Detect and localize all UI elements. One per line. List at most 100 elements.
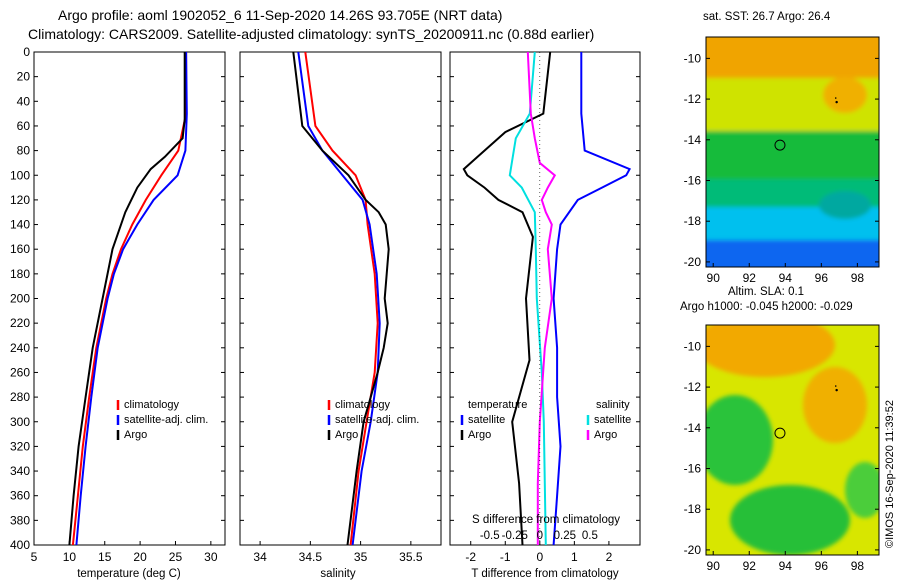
temperature-legend: climatology satellite-adj. clim. Argo [116,399,208,441]
legend-label-s-argo: Argo [594,429,617,441]
sla-map-lat-label: -10 [684,339,702,353]
legend-label-argo: Argo [335,429,358,441]
salinity-plot-frame [239,51,442,546]
depth-tick-label: 240 [10,341,30,355]
sla-map: -10 -12 -14 -16 -18 -20 90 92 94 96 98 [684,324,880,573]
sla-map-title: Altim. SLA: 0.1 [728,286,805,298]
salinity-legend: climatology satellite-adj. clim. Argo [327,399,419,441]
depth-tick-label: 220 [10,316,30,330]
legend-label-t-satellite: satellite [468,414,505,426]
temp-x-tick-label: 5 [31,550,38,564]
legend-label-satellite: satellite-adj. clim. [335,414,419,426]
temp-series-argo [68,52,186,545]
diff-x-tick-label: 1 [571,550,578,564]
diff-x-tick-label: -1 [500,550,511,564]
legend-label-t-argo: Argo [468,429,491,441]
sla-map-frame [705,324,880,556]
sst-map-lat-label: -14 [684,133,702,147]
sst-map-lon-label: 92 [743,271,757,285]
diff-series-temperature-satellite [552,52,632,545]
sla-map-lat-label: -16 [684,461,702,475]
sst-cool-patch [819,191,871,219]
diff-s-tick-label: -0.25 [502,530,528,542]
sst-map-lon-label: 94 [779,271,793,285]
sal-series-argo [292,52,390,545]
diff-s-tick-label: -0.5 [480,530,500,542]
sla-green-patch-bottom [730,485,850,555]
legend-title-temperature: temperature [468,399,527,411]
sla-map-lat-label: -14 [684,421,702,435]
diff-s-tick-label: 0 [537,530,543,542]
sst-map-lat-label: -10 [684,51,702,65]
sst-map-frame [705,36,880,268]
salinity-axis-label: salinity [320,568,355,580]
sst-map: -10 -12 -14 -16 -18 -20 90 92 94 96 98 [684,36,880,285]
sst-map-lon-label: 90 [707,271,721,285]
sla-orange-patch-top [706,325,835,377]
sla-map-lon-label: 98 [851,559,865,573]
sla-map-lon-label: 96 [815,559,829,573]
difference-panel: -2 -1 0 1 2 -0.5 -0.25 0 0.25 0.5 T difference fr… [449,51,641,580]
depth-tick-label: 160 [10,242,30,256]
sst-band-blue [706,240,879,267]
temp-x-tick-label: 30 [204,550,218,564]
depth-tick-label: 0 [23,45,30,59]
sla-map-lat-label: -12 [684,380,702,394]
salinity-panel: 34 34.5 35 35.5 salinity climatology satell… [239,51,442,580]
depth-tick-label: 280 [10,390,30,404]
diff-x-tick-label: -2 [465,550,476,564]
diff-series-temperature-argo [462,52,552,545]
sal-x-tick-label: 34.5 [299,550,323,564]
sla-map-profile-marker [774,427,786,439]
depth-tick-label: 380 [10,513,30,527]
sla-map-lat-label: -18 [684,502,702,516]
legend-label-argo: Argo [124,429,147,441]
depth-tick-label: 140 [10,218,30,232]
sla-map-island-marker [835,388,838,392]
diff-series-salinity-satellite [508,52,547,545]
sla-map-lon-label: 90 [707,559,721,573]
imos-timestamp: ©IMOS 16-Sep-2020 11:39:52 [884,400,896,548]
depth-tick-label: 40 [17,94,31,108]
temp-x-tick-label: 10 [63,550,77,564]
sst-map-lat-label: -20 [684,255,702,269]
sst-map-island-marker [835,100,838,104]
depth-tick-label: 200 [10,292,30,306]
temp-x-tick-label: 15 [98,550,112,564]
diff-series-salinity-argo [526,52,557,545]
sst-map-island-marker [834,97,837,99]
sst-warm-patch [823,77,867,113]
sst-map-lat-label: -18 [684,214,702,228]
legend-title-salinity: salinity [596,399,630,411]
sst-map-lat-label: -12 [684,92,702,106]
sst-map-lon-label: 98 [851,271,865,285]
temperature-panel: 5 10 15 20 25 3002040608010012014016018020022… [10,45,226,580]
sal-x-tick-label: 35 [354,550,368,564]
sst-map-lat-label: -16 [684,173,702,187]
legend-label-climatology: climatology [124,399,180,411]
diff-s-tick-label: 0.25 [554,530,576,542]
sla-green-patch-left [706,395,773,485]
depth-tick-label: 20 [17,70,31,84]
depth-tick-label: 260 [10,365,30,379]
sla-map-lat-label: -20 [684,543,702,557]
depth-tick-label: 100 [10,168,30,182]
sst-band-orange [706,37,879,80]
sst-map-profile-marker [774,139,786,151]
title-line-2: Climatology: CARS2009. Satellite-adjuste… [28,26,595,42]
depth-tick-label: 340 [10,464,30,478]
diff-x-tick-label: 0 [536,550,543,564]
temp-series-climatology [71,52,188,545]
title-line-1: Argo profile: aoml 1902052_6 11-Sep-2020… [58,7,503,23]
diff-s-tick-label: 0.5 [582,530,598,542]
legend-label-climatology: climatology [335,399,391,411]
depth-tick-label: 360 [10,489,30,503]
temp-x-tick-label: 25 [169,550,183,564]
sla-orange-patch-right [803,367,867,443]
depth-tick-label: 120 [10,193,30,207]
t-difference-axis-label: T difference from climatology [471,568,618,580]
diff-x-tick-label: 2 [606,550,613,564]
depth-tick-label: 180 [10,267,30,281]
sal-x-tick-label: 35.5 [399,550,423,564]
